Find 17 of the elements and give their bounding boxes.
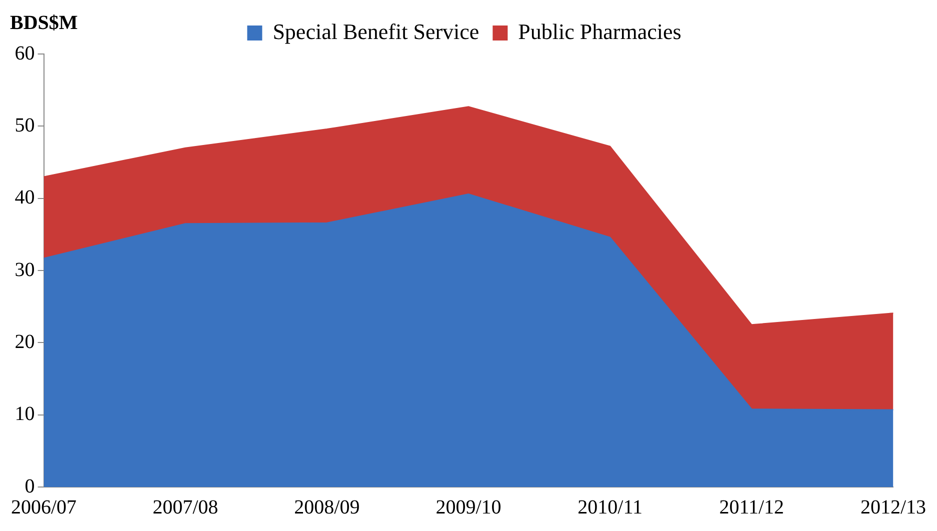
x-tick-label: 2009/10 <box>436 496 502 518</box>
x-tick-label: 2006/07 <box>10 496 77 518</box>
x-tick-label: 2010/11 <box>578 496 642 518</box>
y-axis-title: BDS$M <box>10 12 78 34</box>
x-tick-label: 2007/08 <box>152 496 218 518</box>
y-tick-label: 50 <box>14 114 35 136</box>
y-tick-label: 30 <box>14 258 35 281</box>
y-tick-label: 20 <box>14 330 35 353</box>
x-tick-label: 2012/13 <box>860 496 926 518</box>
x-tick-label: 2011/12 <box>719 496 784 518</box>
y-tick-label: 40 <box>14 186 35 209</box>
legend-label: Public Pharmacies <box>518 18 682 44</box>
y-tick-label: 60 <box>14 42 35 64</box>
x-tick-label: 2008/09 <box>294 496 360 518</box>
y-tick-label: 10 <box>14 403 35 426</box>
legend-label: Special Benefit Service <box>272 18 480 44</box>
y-tick-label: 0 <box>24 475 35 498</box>
